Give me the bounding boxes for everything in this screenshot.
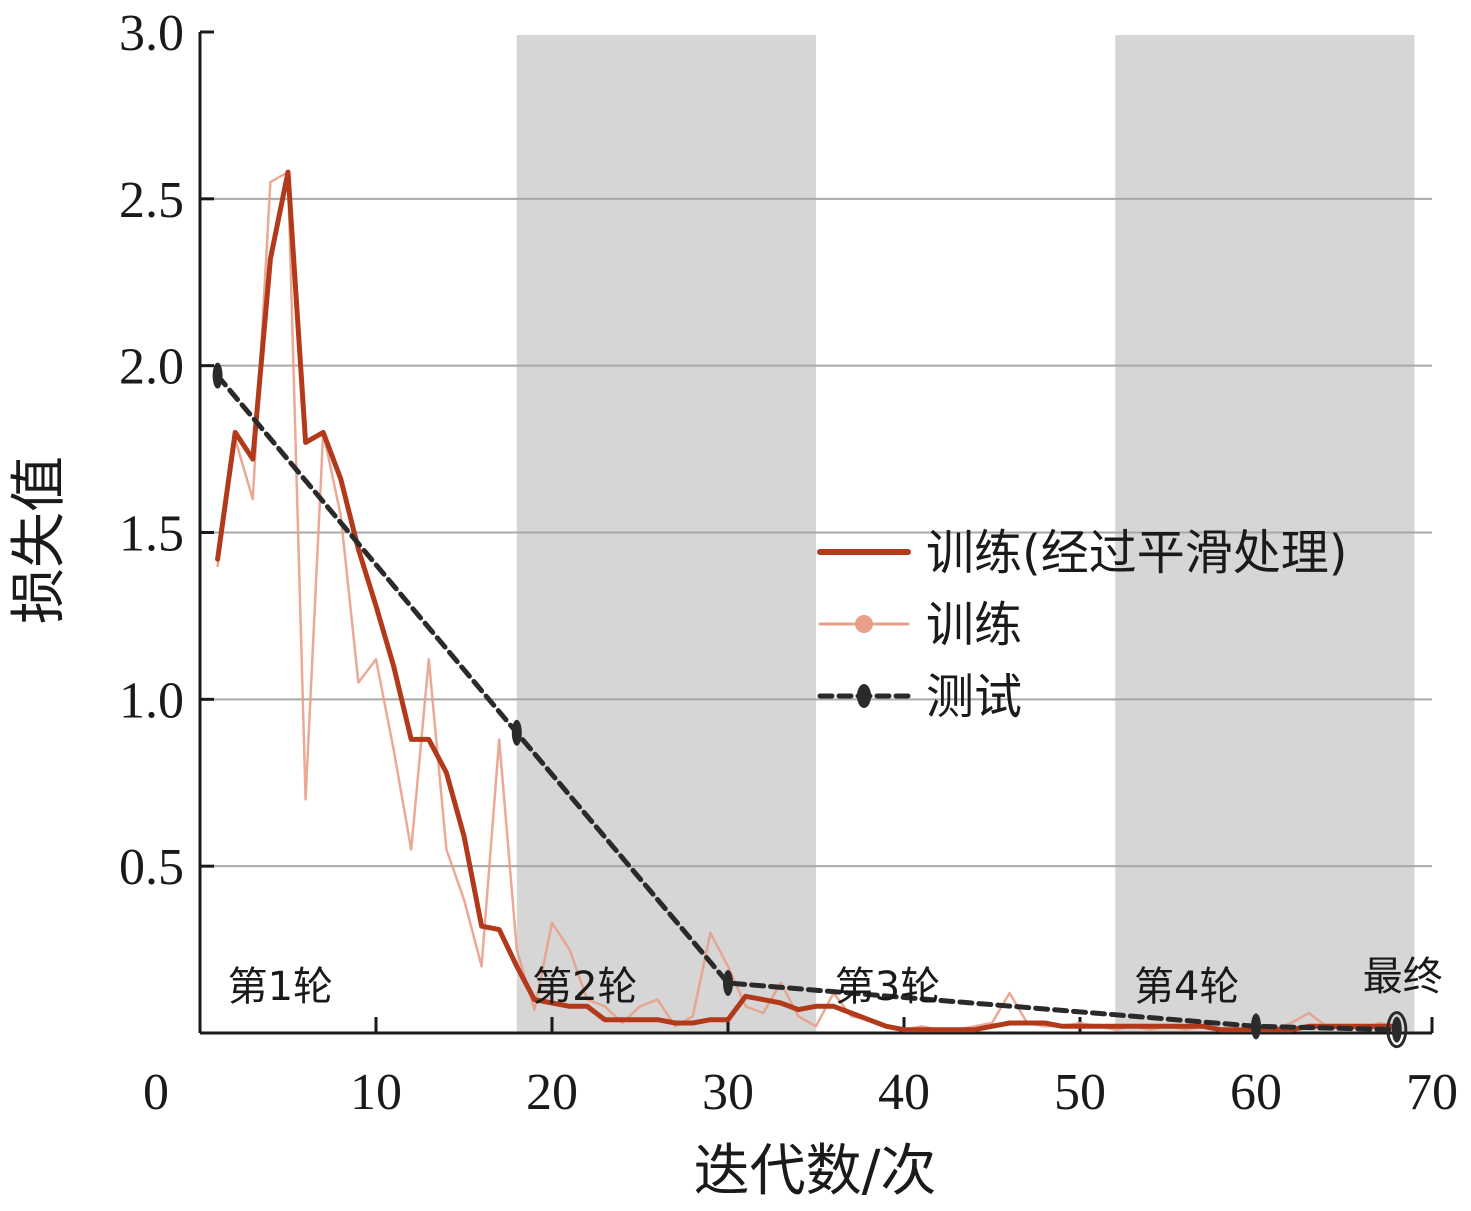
legend-marker-2 [855, 615, 873, 633]
x-axis-title: 迭代数/次 [694, 1139, 937, 1204]
epoch-label-3: 第3轮 [835, 964, 940, 1010]
legend-marker-3 [857, 684, 871, 708]
shaded-band-1 [516, 35, 816, 1033]
x-tick-label-4: 30 [702, 1064, 754, 1121]
x-tick-label-6: 50 [1054, 1064, 1106, 1121]
y-axis-ticks: 0.5 1.0 1.5 2.0 2.5 3.0 [119, 5, 214, 896]
epoch-label-1: 第1轮 [228, 964, 333, 1010]
test-point-5 [1391, 1016, 1402, 1043]
test-point-1 [212, 362, 223, 389]
legend-label-3: 测试 [926, 669, 1022, 725]
y-tick-label-4: 2.0 [119, 339, 184, 396]
legend-label-2: 训练 [926, 597, 1022, 653]
test-point-4 [1251, 1013, 1261, 1040]
x-tick-label-5: 40 [878, 1064, 930, 1121]
x-axis-ticks: 0 10 20 30 40 50 60 70 [143, 1017, 1458, 1121]
grid-lines [200, 197, 1432, 868]
x-tick-label-3: 20 [526, 1064, 578, 1121]
y-tick-label-2: 1.0 [119, 672, 184, 729]
test-point-3 [723, 969, 733, 996]
epoch-labels: 第1轮 第2轮 第3轮 第4轮 最终 [228, 954, 1443, 1010]
epoch-label-4: 第4轮 [1134, 964, 1239, 1010]
epoch-label-2: 第2轮 [532, 964, 637, 1010]
x-tick-label-2: 10 [350, 1064, 402, 1121]
test-point-5-ring [1386, 1011, 1408, 1049]
legend-label-1: 训练(经过平滑处理) [926, 525, 1347, 581]
test-point-2 [511, 719, 522, 746]
y-tick-label-5: 2.5 [119, 172, 184, 229]
y-axis-title: 损失值 [7, 456, 72, 624]
x-tick-label-8: 70 [1406, 1064, 1458, 1121]
epoch-label-5: 最终 [1363, 954, 1443, 1000]
y-tick-label-3: 1.5 [119, 506, 184, 563]
y-tick-label-6: 3.0 [119, 5, 184, 62]
series-layer [212, 169, 1408, 1049]
x-tick-label-1: 0 [143, 1064, 169, 1121]
x-tick-label-7: 60 [1230, 1064, 1282, 1121]
y-tick-label-1: 0.5 [119, 839, 184, 896]
series-line-2 [215, 169, 1400, 1033]
